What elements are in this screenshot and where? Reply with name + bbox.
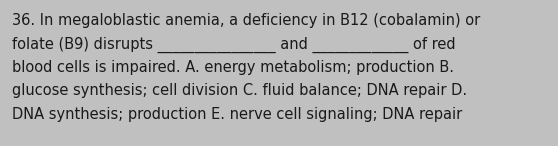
Text: glucose synthesis; cell division C. fluid balance; DNA repair D.: glucose synthesis; cell division C. flui… xyxy=(12,84,467,99)
Text: folate (B9) disrupts ________________ and _____________ of red: folate (B9) disrupts ________________ an… xyxy=(12,36,456,53)
Text: blood cells is impaired. A. energy metabolism; production B.: blood cells is impaired. A. energy metab… xyxy=(12,60,454,75)
Text: 36. In megaloblastic anemia, a deficiency in B12 (cobalamin) or: 36. In megaloblastic anemia, a deficienc… xyxy=(12,13,480,28)
Text: DNA synthesis; production E. nerve cell signaling; DNA repair: DNA synthesis; production E. nerve cell … xyxy=(12,107,462,122)
